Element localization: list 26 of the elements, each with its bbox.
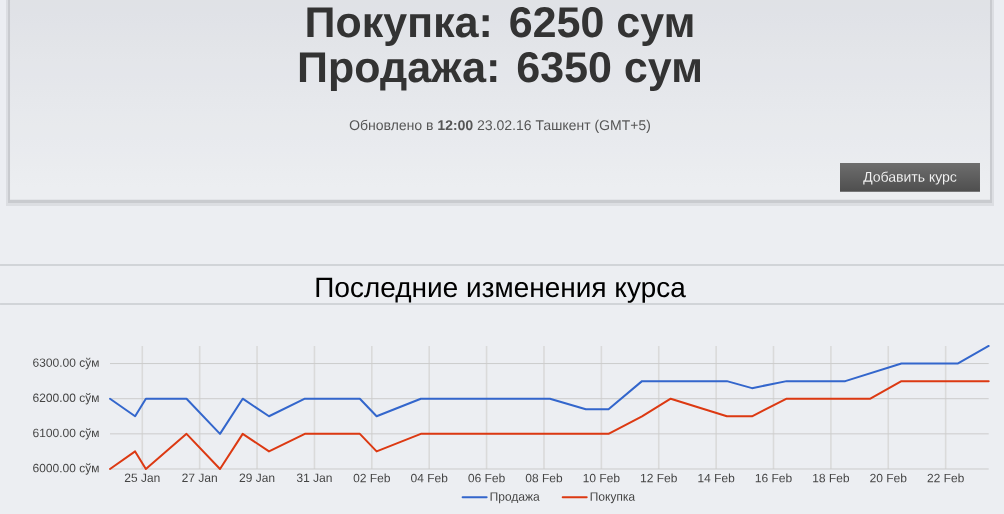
- x-tick-label: 25 Jan: [124, 473, 160, 483]
- text: Добавить курс: [863, 171, 957, 185]
- x-tick-label: 20 Feb: [870, 473, 907, 483]
- y-tick-label: 6000.00 сўм: [33, 463, 99, 475]
- x-tick-label: 27 Jan: [182, 473, 217, 483]
- y-tick-label: 6200.00 сўм: [33, 393, 99, 405]
- x-tick-label: 04 Feb: [411, 473, 448, 483]
- y-tick-label: 6100.00 сўм: [33, 428, 99, 440]
- x-tick-label: 22 Feb: [927, 473, 964, 483]
- x-tick-label: 06 Feb: [468, 473, 505, 483]
- legend-label: Продажа: [490, 492, 540, 504]
- x-tick-label: 12 Feb: [640, 473, 677, 483]
- x-tick-label: 10 Feb: [583, 473, 620, 483]
- x-tick-label: 14 Feb: [698, 473, 735, 483]
- x-tick-label: 18 Feb: [813, 473, 850, 483]
- x-tick-label: 16 Feb: [755, 473, 792, 483]
- x-tick-label: 08 Feb: [525, 473, 563, 483]
- text: Обновлено в 12:00 23.02.16 Ташкент (GMT+5): [349, 119, 650, 133]
- x-tick-label: 29 Jan: [239, 473, 275, 483]
- y-tick-label: 6300.00 сўм: [33, 357, 99, 370]
- chart-title: Последние изменения курса: [316, 277, 686, 303]
- x-tick-label: 31 Jan: [296, 473, 332, 483]
- text: Продажа: 6350 сум: [299, 51, 700, 91]
- legend-label: Покупка: [590, 492, 636, 504]
- x-tick-label: 02 Feb: [353, 473, 390, 483]
- text: Покупка: 6250 сум: [307, 6, 693, 46]
